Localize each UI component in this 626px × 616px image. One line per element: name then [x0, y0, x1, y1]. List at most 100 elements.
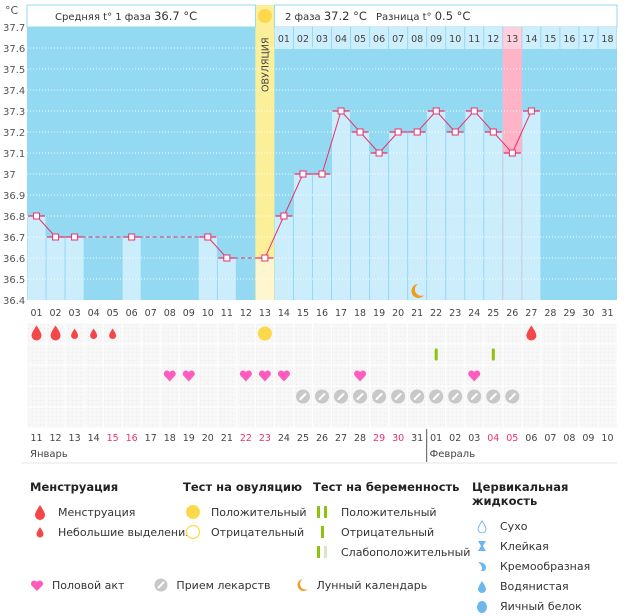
- event-cell: [389, 365, 408, 386]
- ovulation-label: ОВУЛЯЦИЯ: [260, 37, 271, 92]
- event-cell: [484, 407, 503, 428]
- pregnancy-test-negative-icon: [434, 348, 438, 361]
- temperature-point: [470, 107, 478, 115]
- event-cell: [236, 407, 255, 428]
- event-cell: [198, 344, 217, 365]
- event-cell: [332, 323, 351, 344]
- phase2-day-cell: [389, 27, 408, 49]
- cycle-day-label: 17: [335, 308, 347, 319]
- event-cell: [293, 344, 312, 365]
- event-cell: [465, 344, 484, 365]
- temperature-point: [489, 128, 497, 136]
- calendar-date-label: 07: [544, 433, 556, 444]
- event-cell: [389, 407, 408, 428]
- event-cell: [579, 344, 598, 365]
- cycle-day-label: 16: [316, 308, 328, 319]
- event-cell: [122, 407, 141, 428]
- event-cell: [198, 365, 217, 386]
- event-cell: [541, 323, 560, 344]
- y-tick-label: 37.3: [3, 107, 25, 118]
- event-cell: [541, 344, 560, 365]
- event-cell: [46, 386, 65, 407]
- phase2-day-label: 17: [582, 34, 594, 45]
- event-cell: [465, 407, 484, 428]
- cycle-day-label: 09: [183, 308, 195, 319]
- y-tick-label: 36.4: [3, 296, 25, 307]
- phase2-day-cell: [332, 27, 351, 49]
- phase2-day-cell: [293, 27, 312, 49]
- event-cell: [312, 407, 332, 428]
- phase1-panel: [26, 4, 256, 28]
- phase2-day-cell: [560, 27, 579, 49]
- phase2-day-label: 09: [430, 34, 442, 45]
- menstruation-drop-icon: [31, 325, 42, 341]
- cycle-day-label: 19: [373, 308, 385, 319]
- event-cell: [503, 407, 522, 428]
- event-cell: [408, 365, 427, 386]
- cycle-day-label: 18: [354, 308, 366, 319]
- event-cell: [446, 323, 465, 344]
- heart-icon: [163, 370, 176, 382]
- event-cell: [122, 365, 141, 386]
- bbt-chart: Средняя t° 1 фаза 36.7 °C 2 фаза 37.2 °C Р…: [3, 4, 618, 464]
- moon-icon: [295, 578, 309, 592]
- cycle-day-label: 08: [164, 308, 176, 319]
- pregnancy-negative-icon: [313, 525, 333, 539]
- ovulation-positive-icon: [183, 504, 203, 520]
- event-cell: [560, 386, 579, 407]
- temperature-bar: [522, 111, 541, 300]
- y-tick-label: 37.4: [3, 86, 25, 97]
- temperature-point: [33, 212, 41, 220]
- phase2-day-label: 03: [316, 34, 328, 45]
- legend-label: Половой акт: [52, 578, 125, 592]
- event-cell: [274, 323, 293, 344]
- difference-value: 0.5 °C: [435, 9, 471, 23]
- temperature-bar: [293, 174, 312, 300]
- legend-title: Тест на овуляцию: [183, 480, 303, 494]
- cycle-day-label: 20: [392, 308, 404, 319]
- calendar-date-label: 30: [392, 433, 404, 444]
- event-cell: [236, 386, 255, 407]
- temperature-point: [128, 233, 136, 241]
- cycle-day-label: 06: [126, 308, 138, 319]
- pill-icon: [154, 578, 168, 592]
- legend-label: Клейкая: [500, 539, 549, 553]
- event-cell: [312, 344, 332, 365]
- event-cell: [84, 407, 103, 428]
- legend-label: Прием лекарств: [176, 578, 271, 592]
- event-cell: [179, 386, 198, 407]
- event-cell: [46, 365, 65, 386]
- temperature-bar: [370, 153, 389, 300]
- event-cell: [198, 323, 217, 344]
- event-cell: [27, 344, 46, 365]
- temperature-bar: [217, 258, 236, 300]
- phase2-panel: [273, 4, 618, 28]
- fluid-watery-icon: [472, 579, 492, 593]
- cycle-day-label: 11: [221, 308, 233, 319]
- event-cell: [522, 344, 541, 365]
- cycle-day-label: 26: [506, 308, 518, 319]
- temperature-bar: [484, 132, 503, 300]
- temperature-point: [375, 149, 383, 157]
- temperature-bar: [332, 111, 351, 300]
- difference-label: Разница t° 0.5 °C: [376, 9, 470, 23]
- pill-icon-stripe: [318, 393, 326, 400]
- event-cell: [427, 407, 446, 428]
- phase2-day-label: 04: [335, 34, 347, 45]
- legend-moon: Лунный календарь: [295, 578, 427, 592]
- event-cell: [484, 323, 503, 344]
- y-tick-label: 36.6: [3, 254, 25, 265]
- calendar-date-label: 05: [506, 433, 518, 444]
- event-cell: [522, 365, 541, 386]
- event-cell: [217, 344, 236, 365]
- event-cell: [465, 323, 484, 344]
- event-cell: [217, 323, 236, 344]
- legend-label: Кремообразная: [500, 559, 591, 573]
- heart-icon: [277, 370, 290, 382]
- phase2-day-cell: [484, 27, 503, 49]
- legend-title: Менструация: [30, 480, 119, 494]
- cycle-day-label: 31: [601, 308, 613, 319]
- event-cell: [236, 344, 255, 365]
- temperature-point: [508, 149, 516, 157]
- event-cell: [579, 407, 598, 428]
